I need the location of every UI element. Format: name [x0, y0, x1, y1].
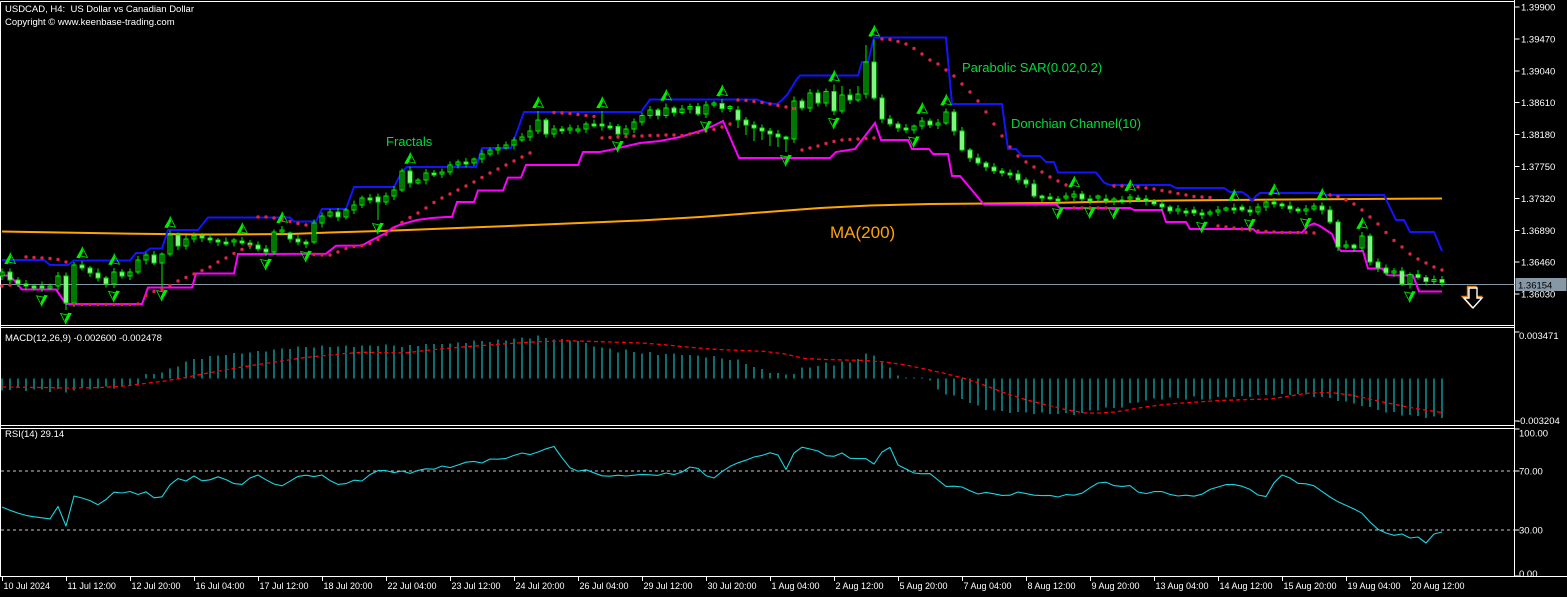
- svg-text:70.00: 70.00: [1519, 467, 1543, 478]
- svg-text:19 Aug 04:00: 19 Aug 04:00: [1348, 581, 1401, 591]
- svg-text:0.00: 0.00: [1519, 569, 1538, 580]
- svg-text:1.39470: 1.39470: [1521, 34, 1555, 45]
- svg-text:12 Jul 20:00: 12 Jul 20:00: [132, 581, 181, 591]
- svg-text:26 Jul 04:00: 26 Jul 04:00: [580, 581, 629, 591]
- svg-text:30.00: 30.00: [1519, 526, 1543, 537]
- svg-text:7 Aug 04:00: 7 Aug 04:00: [964, 581, 1012, 591]
- svg-text:100.00: 100.00: [1519, 429, 1548, 440]
- svg-text:1.39040: 1.39040: [1521, 66, 1555, 77]
- svg-text:RSI(14) 29.14: RSI(14) 29.14: [5, 429, 64, 440]
- svg-text:Copyright © www.keenbase-tradi: Copyright © www.keenbase-trading.com: [5, 17, 175, 28]
- svg-text:MA(200): MA(200): [830, 223, 895, 242]
- svg-text:Parabolic SAR(0.02,0.2): Parabolic SAR(0.02,0.2): [962, 60, 1102, 75]
- svg-text:30 Jul 20:00: 30 Jul 20:00: [708, 581, 757, 591]
- svg-text:11 Jul 12:00: 11 Jul 12:00: [68, 581, 116, 591]
- svg-text:1.39900: 1.39900: [1521, 3, 1555, 14]
- svg-text:1.36154: 1.36154: [1518, 281, 1552, 292]
- svg-text:1.37320: 1.37320: [1521, 194, 1555, 205]
- svg-text:Donchian Channel(10): Donchian Channel(10): [1011, 116, 1141, 131]
- svg-text:1 Aug 04:00: 1 Aug 04:00: [772, 581, 820, 591]
- svg-text:0.003471: 0.003471: [1519, 331, 1559, 342]
- svg-text:2 Aug 12:00: 2 Aug 12:00: [836, 581, 884, 591]
- svg-text:1.36890: 1.36890: [1521, 226, 1555, 237]
- svg-text:1.36460: 1.36460: [1521, 258, 1555, 269]
- svg-text:8 Aug 12:00: 8 Aug 12:00: [1028, 581, 1076, 591]
- svg-text:-0.003204: -0.003204: [1517, 416, 1560, 427]
- svg-text:22 Jul 04:00: 22 Jul 04:00: [388, 581, 437, 591]
- svg-text:24 Jul 20:00: 24 Jul 20:00: [516, 581, 565, 591]
- svg-text:5 Aug 20:00: 5 Aug 20:00: [900, 581, 948, 591]
- svg-text:15 Aug 20:00: 15 Aug 20:00: [1284, 581, 1337, 591]
- svg-text:1.37750: 1.37750: [1521, 162, 1555, 173]
- svg-text:10 Jul 2024: 10 Jul 2024: [4, 581, 51, 591]
- svg-text:14 Aug 12:00: 14 Aug 12:00: [1220, 581, 1273, 591]
- svg-text:16 Jul 04:00: 16 Jul 04:00: [196, 581, 245, 591]
- svg-text:1.38180: 1.38180: [1521, 130, 1555, 141]
- svg-text:9 Aug 20:00: 9 Aug 20:00: [1092, 581, 1140, 591]
- svg-text:17 Jul 12:00: 17 Jul 12:00: [260, 581, 309, 591]
- svg-text:1.36030: 1.36030: [1521, 290, 1555, 301]
- svg-text:Fractals: Fractals: [386, 134, 433, 149]
- svg-text:MACD(12,26,9) -0.002600 -0.002: MACD(12,26,9) -0.002600 -0.002478: [5, 333, 162, 344]
- svg-text:18 Jul 20:00: 18 Jul 20:00: [324, 581, 373, 591]
- svg-text:20 Aug 12:00: 20 Aug 12:00: [1412, 581, 1465, 591]
- svg-text:USDCAD, H4: US Dollar vs Cana: USDCAD, H4: US Dollar vs Canadian Dollar: [5, 4, 194, 15]
- svg-text:29 Jul 12:00: 29 Jul 12:00: [644, 581, 693, 591]
- svg-text:13 Aug 04:00: 13 Aug 04:00: [1156, 581, 1209, 591]
- svg-text:23 Jul 12:00: 23 Jul 12:00: [452, 581, 501, 591]
- svg-text:1.38610: 1.38610: [1521, 98, 1555, 109]
